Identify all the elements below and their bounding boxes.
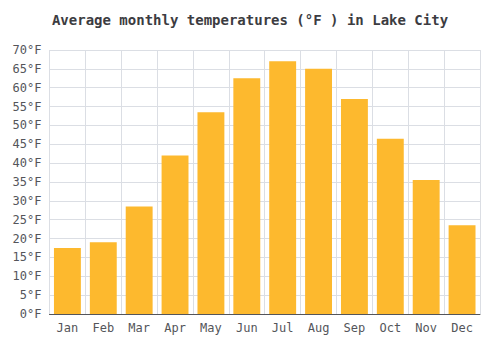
svg-text:50°F: 50°F bbox=[13, 118, 42, 132]
svg-text:Feb: Feb bbox=[92, 321, 114, 335]
svg-text:65°F: 65°F bbox=[13, 62, 42, 76]
svg-text:10°F: 10°F bbox=[13, 269, 42, 283]
svg-text:Average monthly temperatures (: Average monthly temperatures (°F ) in La… bbox=[52, 12, 449, 28]
svg-text:Jul: Jul bbox=[272, 321, 294, 335]
svg-text:Jun: Jun bbox=[236, 321, 258, 335]
svg-text:60°F: 60°F bbox=[13, 81, 42, 95]
svg-text:30°F: 30°F bbox=[13, 194, 42, 208]
svg-text:Mar: Mar bbox=[128, 321, 150, 335]
svg-text:Nov: Nov bbox=[415, 321, 437, 335]
svg-text:55°F: 55°F bbox=[13, 100, 42, 114]
svg-text:5°F: 5°F bbox=[20, 288, 42, 302]
svg-text:35°F: 35°F bbox=[13, 175, 42, 189]
svg-text:Sep: Sep bbox=[344, 321, 366, 335]
svg-text:May: May bbox=[200, 321, 222, 335]
svg-text:25°F: 25°F bbox=[13, 213, 42, 227]
svg-text:40°F: 40°F bbox=[13, 156, 42, 170]
svg-text:Dec: Dec bbox=[451, 321, 473, 335]
svg-text:45°F: 45°F bbox=[13, 137, 42, 151]
svg-text:Oct: Oct bbox=[379, 321, 401, 335]
svg-text:70°F: 70°F bbox=[13, 43, 42, 57]
svg-text:Jan: Jan bbox=[57, 321, 79, 335]
svg-text:Aug: Aug bbox=[308, 321, 330, 335]
svg-text:15°F: 15°F bbox=[13, 250, 42, 264]
svg-text:20°F: 20°F bbox=[13, 232, 42, 246]
svg-text:0°F: 0°F bbox=[20, 307, 42, 321]
svg-text:Apr: Apr bbox=[164, 321, 186, 335]
